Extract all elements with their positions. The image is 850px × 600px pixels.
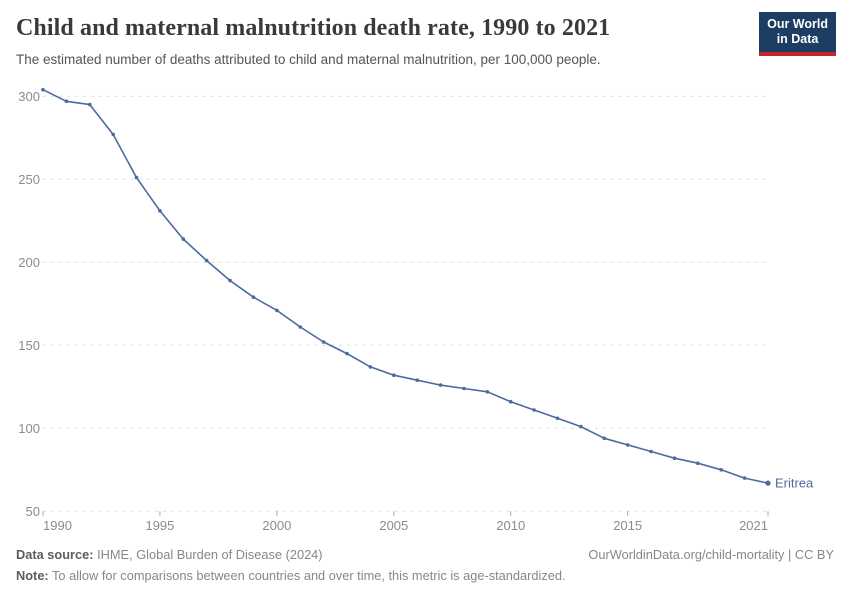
data-point-2001[interactable] xyxy=(298,325,303,329)
data-point-1998[interactable] xyxy=(228,278,232,283)
data-source-label: Data source: xyxy=(16,547,94,562)
y-axis-label-100: 100 xyxy=(18,421,40,436)
data-point-1990[interactable] xyxy=(41,87,45,92)
data-point-2016[interactable] xyxy=(649,449,653,454)
data-point-2020[interactable] xyxy=(742,476,747,480)
data-point-2017[interactable] xyxy=(672,456,677,461)
data-point-2006[interactable] xyxy=(415,378,420,383)
data-point-2010[interactable] xyxy=(508,399,513,404)
data-point-2000[interactable] xyxy=(275,308,279,313)
data-point-2003[interactable] xyxy=(345,351,349,356)
data-point-2021[interactable] xyxy=(765,480,771,486)
data-point-2002[interactable] xyxy=(321,340,326,344)
y-axis-label-150: 150 xyxy=(18,338,40,353)
chart-footer: Data source: IHME, Global Burden of Dise… xyxy=(16,547,834,583)
data-point-2013[interactable] xyxy=(579,424,583,429)
data-point-2005[interactable] xyxy=(392,373,396,378)
owid-logo-line2: in Data xyxy=(776,32,819,47)
x-axis-label-2021: 2021 xyxy=(739,518,768,533)
data-point-1997[interactable] xyxy=(204,258,209,263)
page-title: Child and maternal malnutrition death ra… xyxy=(16,15,611,41)
x-axis-label-2005: 2005 xyxy=(379,518,408,533)
data-point-2014[interactable] xyxy=(602,436,607,441)
series-line-eritrea[interactable] xyxy=(42,88,769,484)
data-point-1996[interactable] xyxy=(181,237,186,241)
y-axis-label-200: 200 xyxy=(18,255,40,270)
y-axis-label-50: 50 xyxy=(26,504,40,519)
note-label: Note: xyxy=(16,568,49,583)
y-axis-label-250: 250 xyxy=(18,172,40,187)
note-text: To allow for comparisons between countri… xyxy=(48,568,566,583)
x-axis-label-2010: 2010 xyxy=(496,518,525,533)
owid-logo[interactable]: Our World in Data xyxy=(759,12,836,56)
data-point-1992[interactable] xyxy=(88,102,92,107)
x-axis-label-2015: 2015 xyxy=(613,518,642,533)
data-point-1999[interactable] xyxy=(251,295,256,300)
owid-logo-line1: Our World xyxy=(767,17,828,31)
data-point-2011[interactable] xyxy=(532,408,536,412)
data-point-1991[interactable] xyxy=(64,99,69,104)
data-point-2012[interactable] xyxy=(555,416,560,421)
note: Note: To allow for comparisons between c… xyxy=(16,568,566,583)
x-axis-label-2000: 2000 xyxy=(262,518,291,533)
y-axis-label-300: 300 xyxy=(18,89,40,104)
x-axis-label-1990: 1990 xyxy=(43,518,72,533)
data-point-2015[interactable] xyxy=(625,443,630,447)
owid-cc-link[interactable]: OurWorldinData.org/child-mortality | CC … xyxy=(588,547,834,562)
data-point-1995[interactable] xyxy=(158,209,162,213)
x-axis-label-1995: 1995 xyxy=(145,518,174,533)
series-label-eritrea[interactable]: Eritrea xyxy=(775,476,814,491)
data-point-2004[interactable] xyxy=(368,365,373,369)
data-point-2007[interactable] xyxy=(438,383,443,387)
chart-subtitle: The estimated number of deaths attribute… xyxy=(16,52,601,67)
data-point-1994[interactable] xyxy=(134,175,139,180)
data-source: Data source: IHME, Global Burden of Dise… xyxy=(16,547,323,562)
data-point-2019[interactable] xyxy=(719,468,723,472)
data-point-2018[interactable] xyxy=(696,461,700,466)
data-source-text: IHME, Global Burden of Disease (2024) xyxy=(93,547,323,562)
data-point-2008[interactable] xyxy=(462,386,466,391)
data-point-1993[interactable] xyxy=(111,132,115,137)
data-point-2009[interactable] xyxy=(485,390,490,394)
